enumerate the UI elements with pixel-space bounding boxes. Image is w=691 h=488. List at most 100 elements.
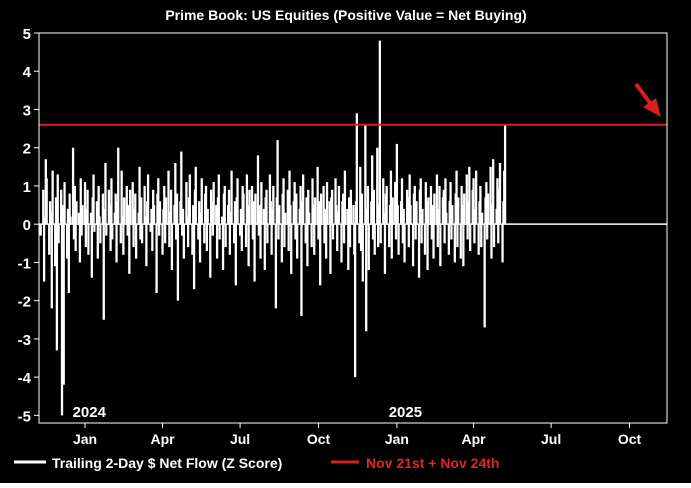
bar bbox=[304, 224, 307, 244]
bar bbox=[175, 193, 179, 225]
bar bbox=[353, 224, 357, 378]
bar bbox=[413, 185, 416, 225]
x-tick-label: Oct bbox=[618, 431, 642, 447]
chart-title: Prime Book: US Equities (Positive Value … bbox=[165, 7, 526, 23]
bar bbox=[349, 189, 353, 225]
bar bbox=[449, 182, 452, 225]
bar bbox=[407, 224, 410, 248]
bar bbox=[305, 197, 308, 225]
bar bbox=[174, 163, 177, 225]
bar bbox=[451, 205, 454, 225]
bar bbox=[378, 40, 381, 225]
bar bbox=[426, 224, 429, 271]
bar bbox=[288, 170, 291, 225]
bar bbox=[79, 178, 82, 225]
bar bbox=[278, 205, 281, 225]
bar bbox=[409, 205, 412, 225]
bar bbox=[197, 224, 200, 240]
bar bbox=[140, 197, 143, 225]
bar bbox=[438, 185, 441, 225]
bar bbox=[54, 224, 57, 267]
bar bbox=[45, 178, 48, 225]
bar bbox=[151, 224, 154, 251]
bar bbox=[436, 224, 439, 248]
bar bbox=[290, 224, 293, 274]
x-tick-label: Jan bbox=[385, 431, 409, 447]
bar bbox=[498, 163, 502, 225]
bar bbox=[258, 205, 261, 225]
bar bbox=[294, 224, 297, 240]
bar bbox=[67, 224, 70, 293]
bar bbox=[423, 224, 427, 255]
bar bbox=[371, 155, 374, 225]
bar bbox=[376, 147, 379, 225]
bar bbox=[401, 224, 404, 244]
bar bbox=[117, 147, 120, 225]
legend-label-series: Trailing 2-Day $ Net Flow (Z Score) bbox=[52, 455, 282, 471]
bar bbox=[269, 201, 272, 225]
bar bbox=[121, 216, 124, 225]
arrow-shaft bbox=[634, 82, 652, 105]
bar bbox=[80, 224, 83, 236]
bar bbox=[257, 224, 260, 236]
bar bbox=[143, 185, 146, 225]
bar bbox=[445, 212, 448, 225]
bar bbox=[503, 124, 507, 225]
bar bbox=[68, 193, 71, 225]
bar bbox=[459, 224, 462, 259]
y-tick-label: -4 bbox=[18, 370, 32, 387]
bar bbox=[50, 224, 53, 309]
bar bbox=[246, 205, 249, 225]
bar bbox=[119, 224, 122, 244]
bar bbox=[89, 212, 93, 225]
bar bbox=[480, 224, 483, 248]
bar bbox=[485, 182, 488, 225]
bar bbox=[203, 224, 206, 244]
legend-label-reference: Nov 21st + Nov 24th bbox=[366, 455, 499, 471]
bar bbox=[192, 205, 195, 225]
bar bbox=[262, 208, 266, 225]
year-label: 2025 bbox=[389, 404, 422, 421]
bar bbox=[105, 224, 108, 236]
bar bbox=[325, 182, 329, 225]
bar bbox=[83, 182, 87, 225]
bar bbox=[131, 182, 134, 225]
bar bbox=[319, 224, 322, 286]
bar bbox=[227, 189, 231, 225]
bar bbox=[55, 224, 59, 351]
bar bbox=[388, 224, 391, 248]
bar bbox=[316, 166, 319, 225]
bar bbox=[306, 224, 309, 267]
bar bbox=[492, 224, 496, 248]
bar bbox=[78, 224, 82, 263]
bar bbox=[342, 224, 346, 244]
bar bbox=[240, 224, 243, 251]
bar bbox=[408, 174, 411, 225]
bar-series bbox=[39, 40, 667, 416]
bar bbox=[497, 224, 500, 244]
bar bbox=[366, 185, 370, 225]
bar bbox=[323, 224, 326, 244]
bar bbox=[483, 224, 486, 328]
bar bbox=[466, 224, 469, 240]
bar bbox=[322, 185, 325, 225]
arrow-annotation bbox=[634, 82, 661, 117]
bar bbox=[252, 201, 255, 225]
x-tick-label: Oct bbox=[307, 431, 331, 447]
bar bbox=[501, 224, 504, 263]
bar bbox=[313, 197, 317, 225]
bar bbox=[472, 178, 475, 225]
bar bbox=[435, 174, 439, 225]
bar bbox=[391, 197, 394, 225]
bar bbox=[186, 216, 189, 225]
y-axis: 5 4 3 2 1 0 -1 -2 -3 -4 -5 bbox=[18, 26, 39, 425]
bar bbox=[138, 166, 141, 225]
bar bbox=[358, 224, 361, 244]
bar bbox=[149, 224, 152, 232]
bar bbox=[236, 178, 239, 225]
bar bbox=[397, 224, 400, 255]
bar bbox=[157, 224, 161, 236]
bar bbox=[242, 193, 245, 225]
